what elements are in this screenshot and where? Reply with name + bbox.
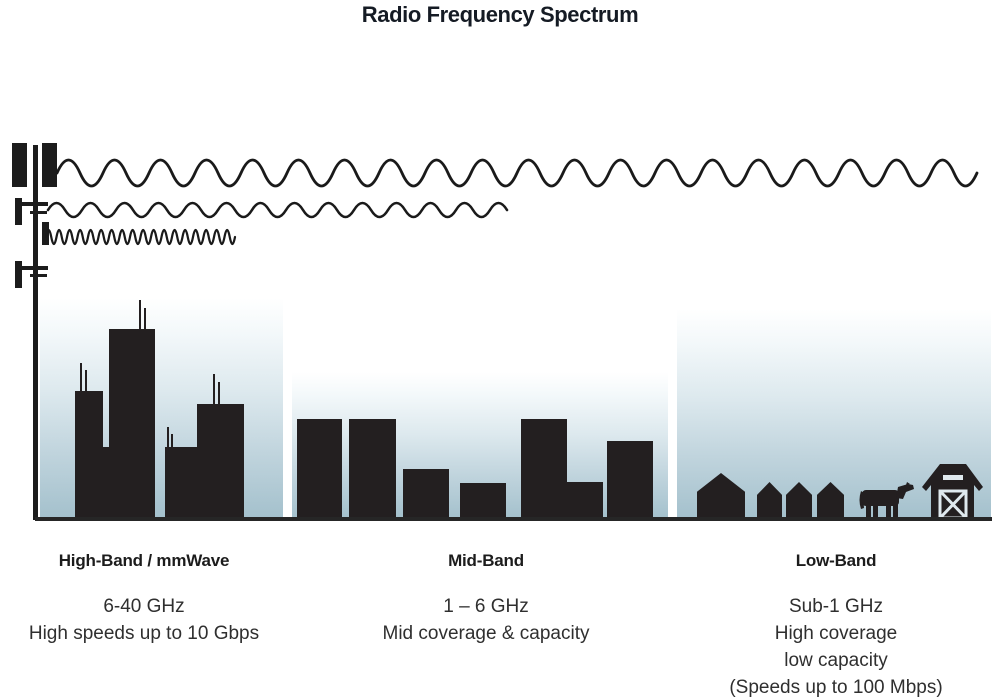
band-heading: High-Band / mmWave [58,551,230,570]
skyscraper-silhouette [109,329,155,520]
barn-icon [922,464,983,520]
band-detail: High coverage [774,623,898,644]
band-detail: low capacity [784,650,888,671]
building-silhouette [521,419,567,520]
tower-antenna-panel [12,143,27,187]
rooftop-antenna [139,300,141,329]
tower-antenna-panel [42,222,49,245]
band-detail: Sub-1 GHz [789,596,883,617]
band-detail: High speeds up to 10 Gbps [28,623,260,644]
rooftop-antenna [213,374,215,404]
tower-crossbar [18,202,48,206]
building-silhouette [297,419,342,520]
high-band-label: High-Band / mmWave 6-40 GHz High speeds … [20,551,268,647]
rooftop-antenna [144,308,146,329]
band-detail: 1 – 6 GHz [443,596,529,617]
tower-antenna-panel [15,261,22,288]
building-silhouette [349,419,396,520]
building-silhouette [460,483,506,520]
page-title: Radio Frequency Spectrum [361,2,639,27]
band-detail: Mid coverage & capacity [382,623,590,644]
band-detail: 6-40 GHz [103,596,185,617]
building-silhouette [607,441,653,520]
tower-crossbar [18,266,48,270]
ground-line [35,517,992,521]
mid-band-label: Mid-Band 1 – 6 GHz Mid coverage & capaci… [361,551,611,647]
building-silhouette [567,482,603,520]
rooftop-antenna [171,434,173,447]
low-frequency-wave [55,158,979,188]
mid-frequency-wave [46,201,509,219]
skyscraper-silhouette [197,404,244,520]
building-silhouette [403,469,449,520]
band-heading: Low-Band [795,551,877,570]
tower-crossbar [30,211,47,214]
tower-crossbar [30,274,47,277]
tower-antenna-panel [15,198,22,225]
skyscraper-silhouette [165,447,197,520]
cow-icon [859,482,914,519]
rooftop-antenna [167,427,169,447]
band-heading: Mid-Band [448,551,524,570]
skyscraper-silhouette [75,391,103,520]
rooftop-antenna [218,382,220,404]
rooftop-antenna [80,363,82,391]
tower-antenna-panel [42,143,57,187]
skyscraper-silhouette [103,447,109,520]
rooftop-antenna [85,370,87,391]
low-band-label: Low-Band Sub-1 GHz High coverage low cap… [711,551,961,700]
tower-mast [33,145,38,520]
band-detail: (Speeds up to 100 Mbps) [729,677,943,698]
high-frequency-wave [44,228,237,246]
